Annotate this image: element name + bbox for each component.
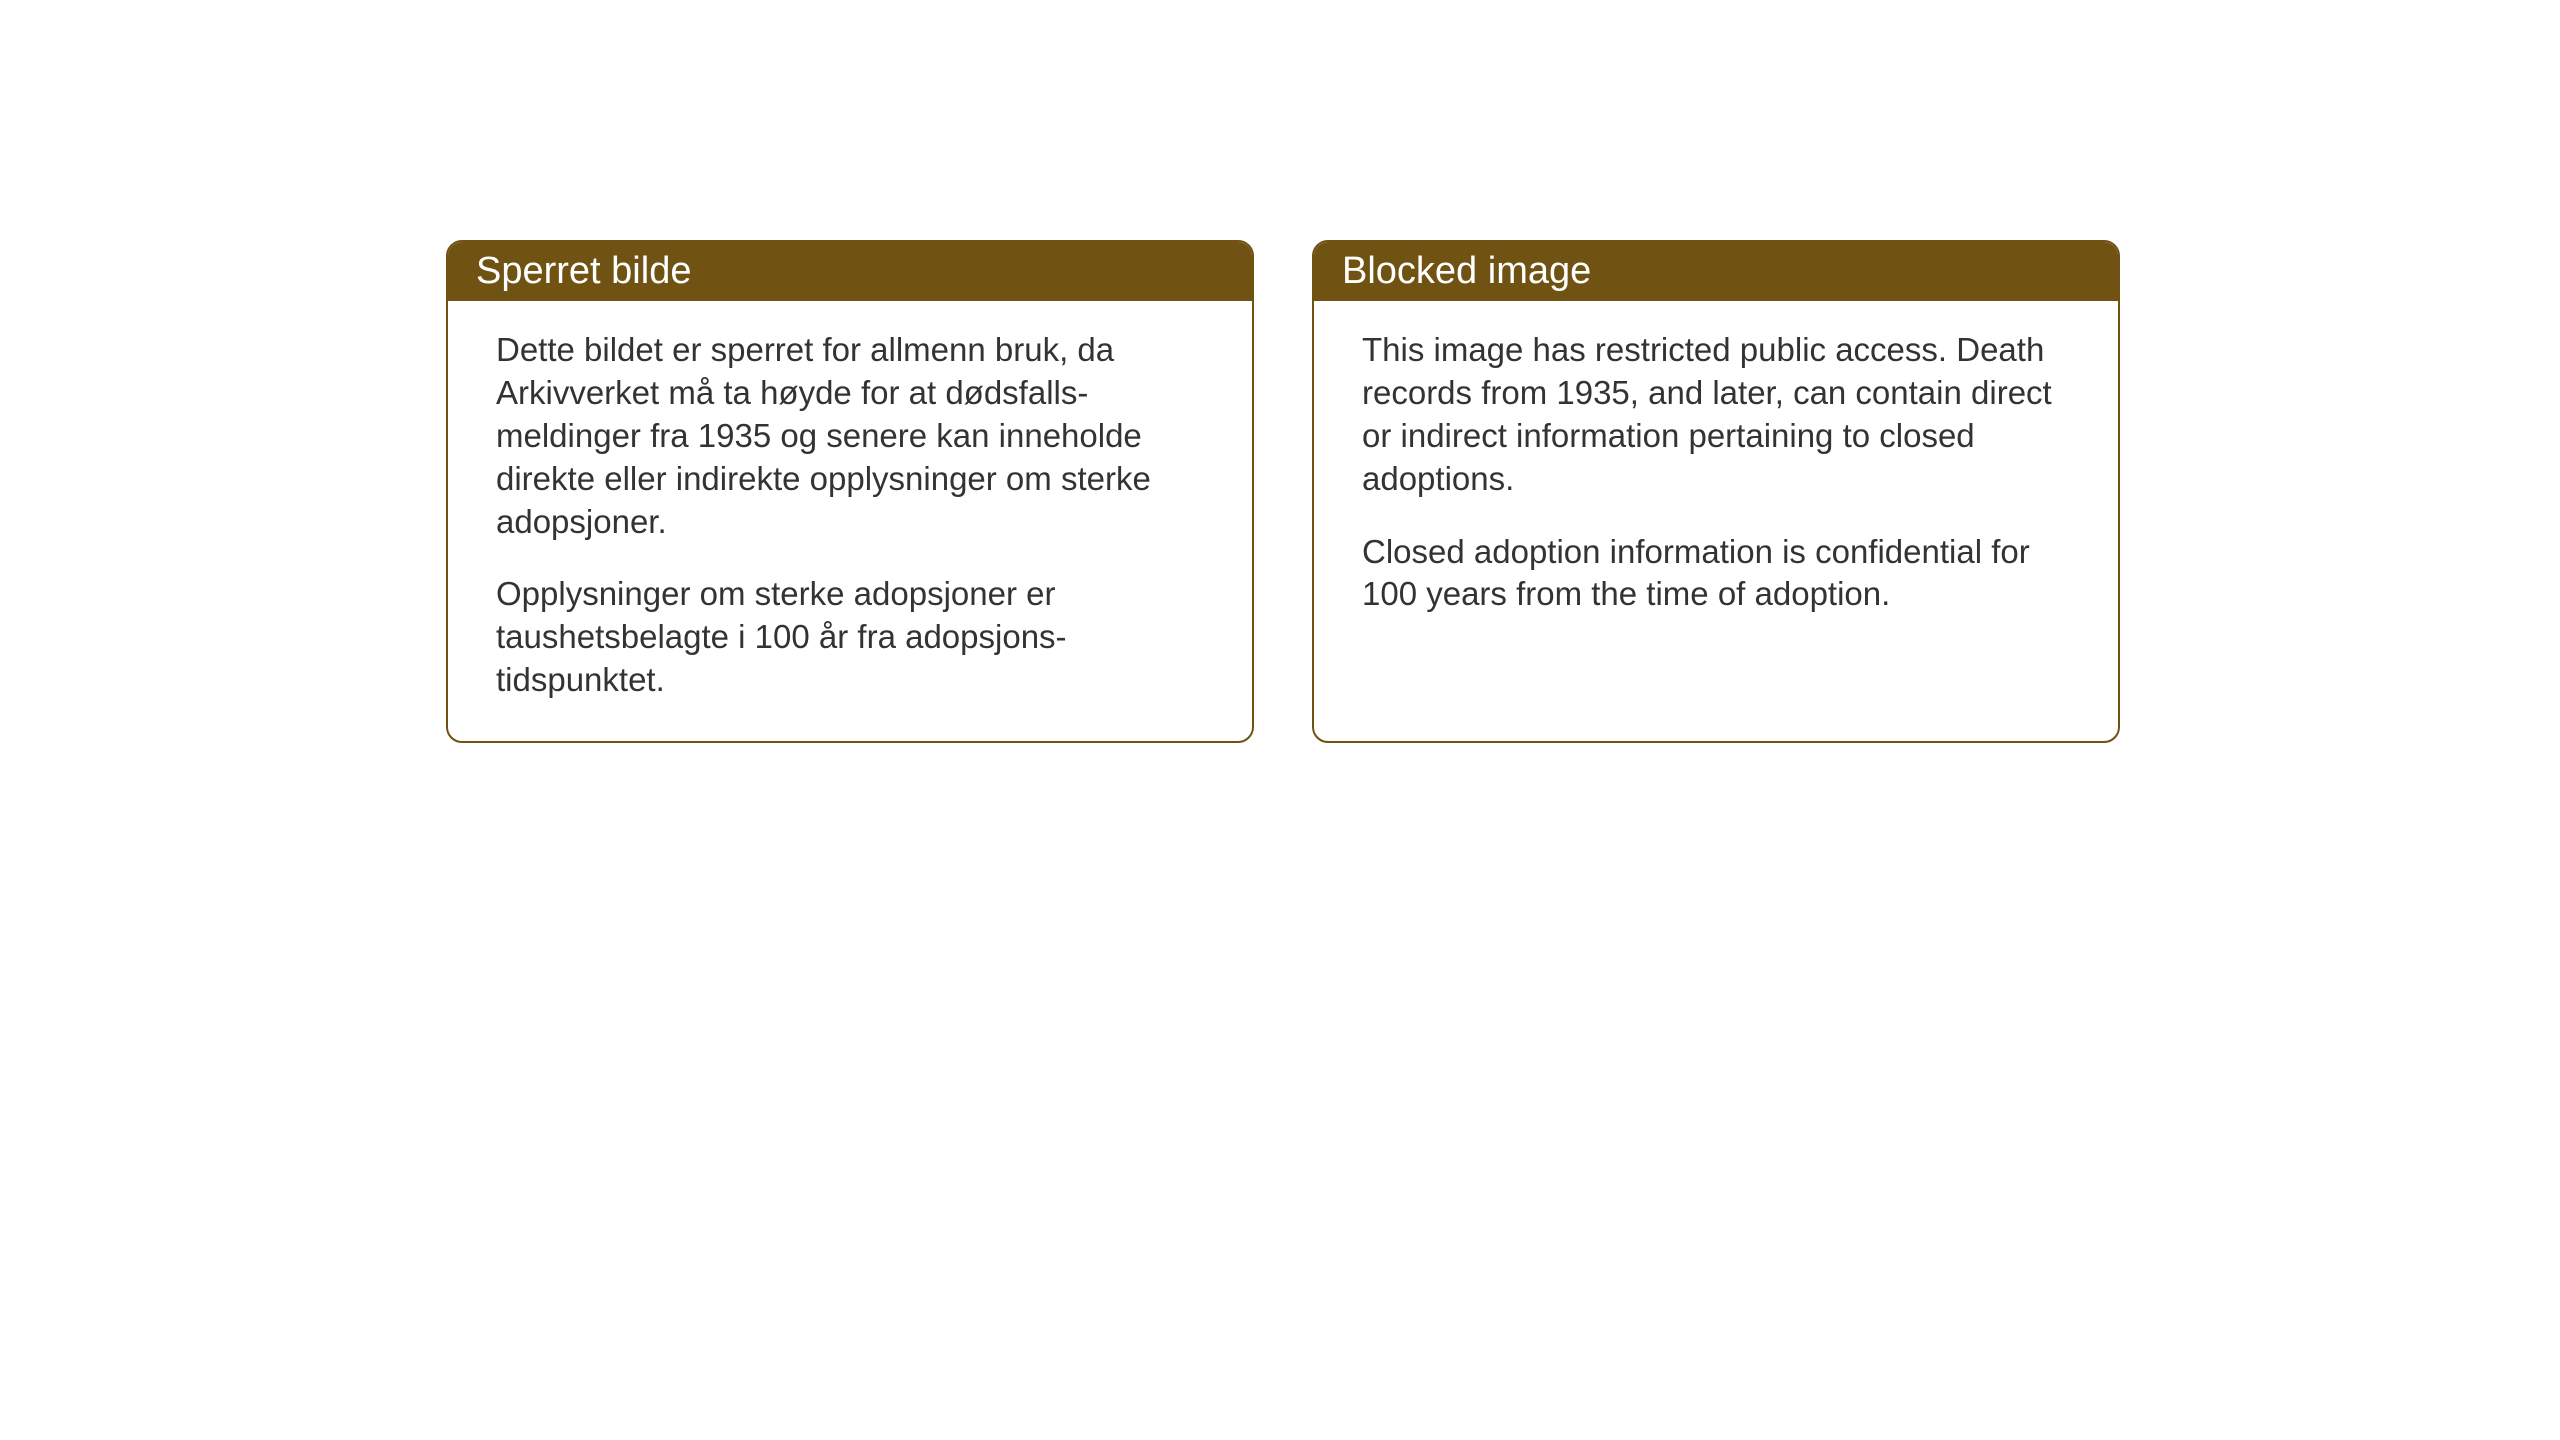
paragraph-norwegian-2: Opplysninger om sterke adopsjoner er tau… — [496, 573, 1204, 702]
paragraph-norwegian-1: Dette bildet er sperret for allmenn bruk… — [496, 329, 1204, 543]
paragraph-english-1: This image has restricted public access.… — [1362, 329, 2070, 501]
paragraph-english-2: Closed adoption information is confident… — [1362, 531, 2070, 617]
card-header-english: Blocked image — [1314, 242, 2118, 301]
card-body-english: This image has restricted public access.… — [1314, 301, 2118, 741]
notice-container: Sperret bilde Dette bildet er sperret fo… — [446, 240, 2120, 743]
notice-card-norwegian: Sperret bilde Dette bildet er sperret fo… — [446, 240, 1254, 743]
notice-card-english: Blocked image This image has restricted … — [1312, 240, 2120, 743]
card-title-english: Blocked image — [1342, 250, 1591, 292]
card-header-norwegian: Sperret bilde — [448, 242, 1252, 301]
card-body-norwegian: Dette bildet er sperret for allmenn bruk… — [448, 301, 1252, 741]
card-title-norwegian: Sperret bilde — [476, 250, 691, 292]
